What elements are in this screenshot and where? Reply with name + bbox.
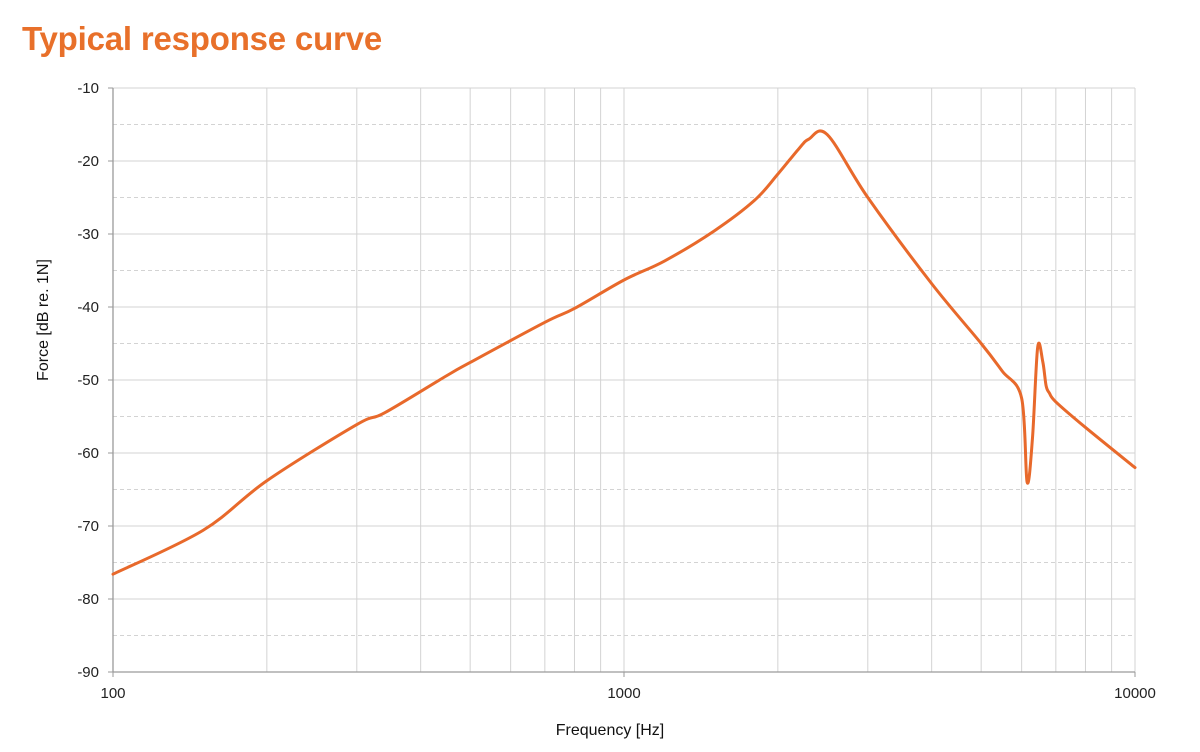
y-tick-label: -70 [77,518,99,535]
y-tick-label: -60 [77,445,99,462]
series-lines [111,129,1137,576]
y-tick-label: -10 [77,80,99,97]
y-tick-label: -30 [77,226,99,243]
y-axis-label: Force [dB re. 1N] [35,259,52,381]
y-tick-label: -20 [77,153,99,170]
y-tick-label: -80 [77,591,99,608]
y-tick-label: -40 [77,299,99,316]
chart-title: Typical response curve [22,20,382,57]
response-curve-line [111,129,1137,576]
y-tick-label: -90 [77,664,99,681]
grid [113,87,1136,673]
x-tick-label: 100 [100,685,125,702]
x-axis-label: Frequency [Hz] [556,722,664,739]
x-tick-label: 10000 [1114,685,1156,702]
x-tick-label: 1000 [607,685,640,702]
y-tick-label: -50 [77,372,99,389]
